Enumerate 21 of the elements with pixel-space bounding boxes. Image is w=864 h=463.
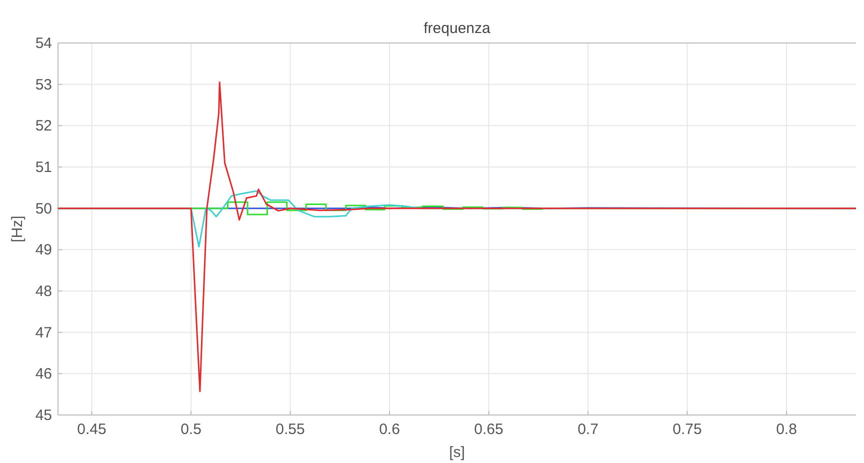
x-tick-label: 0.6	[379, 421, 400, 438]
y-tick-label: 53	[35, 76, 52, 94]
y-tick-label: 52	[35, 118, 52, 135]
chart-title: frequenza	[424, 20, 492, 37]
x-tick-label: 0.45	[77, 421, 106, 438]
x-tick-label: 0.7	[578, 421, 598, 438]
x-tick-label: 0.75	[672, 421, 702, 438]
y-tick-label: 45	[35, 407, 52, 424]
x-axis-title: [s]	[449, 444, 465, 461]
y-tick-label: 48	[35, 283, 52, 300]
y-tick-label: 49	[35, 242, 52, 259]
y-tick-label: 47	[35, 324, 52, 342]
x-tick-label: 0.65	[474, 421, 504, 438]
y-tick-label: 54	[35, 35, 52, 52]
x-tick-label: 0.5	[180, 421, 202, 438]
y-axis-title: [Hz]	[9, 216, 26, 242]
x-tick-label: 0.55	[276, 421, 305, 438]
y-tick-label: 50	[35, 200, 52, 218]
y-tick-label: 46	[35, 366, 52, 383]
x-tick-label: 0.8	[776, 421, 797, 438]
y-tick-label: 51	[35, 159, 52, 176]
